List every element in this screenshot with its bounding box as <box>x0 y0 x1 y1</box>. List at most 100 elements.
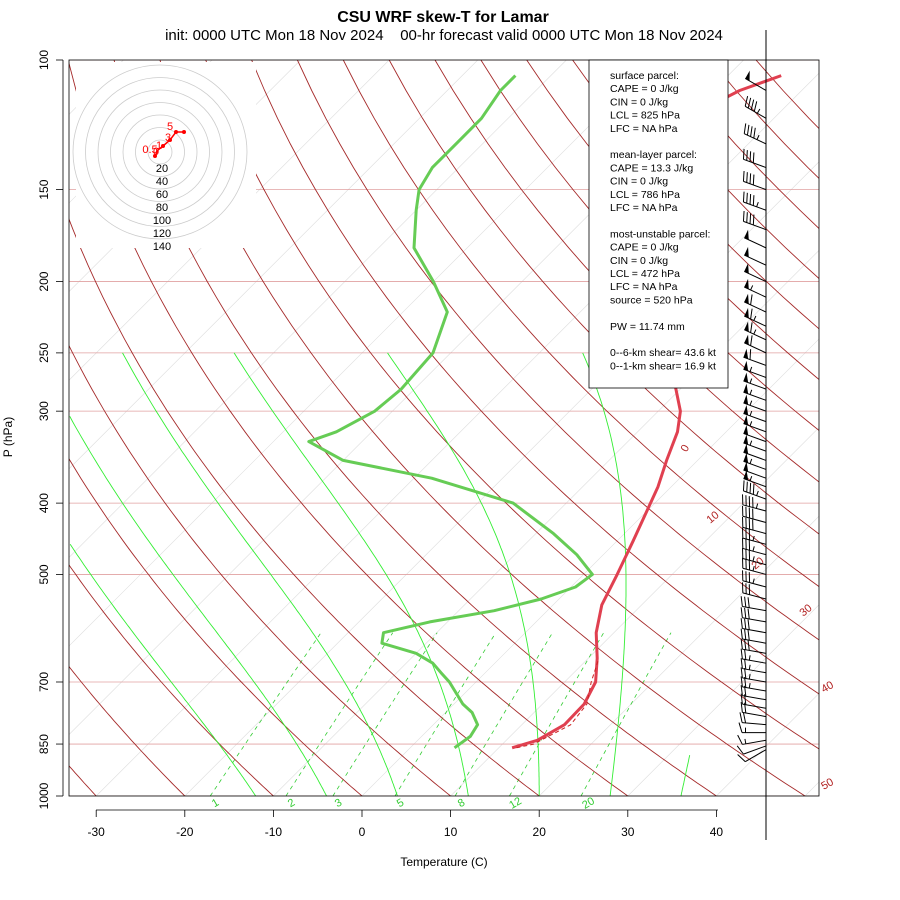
wind-barb <box>743 348 767 366</box>
mixing-ratio-label: 5 <box>395 797 406 810</box>
wind-barb <box>743 394 767 412</box>
isotherm-line <box>69 60 479 470</box>
mixing-ratio-line <box>509 632 605 797</box>
wind-barb <box>742 527 767 545</box>
wind-barb <box>744 70 767 91</box>
wind-barb <box>743 415 767 433</box>
wind-barb <box>743 461 767 479</box>
wind-barb <box>740 596 767 612</box>
hodograph-height-label: 5 <box>167 121 173 133</box>
info-box-line: LCL = 472 hPa <box>610 268 680 280</box>
wind-barb <box>743 434 767 452</box>
mixing-ratio-line <box>285 632 394 797</box>
dry-adiabat-label: 30 <box>798 602 815 619</box>
y-tick-label: 200 <box>37 271 51 291</box>
hodograph-height-label: 0 <box>153 146 159 158</box>
hodograph-ring <box>147 139 173 165</box>
info-box-line: CIN = 0 J/kg <box>610 96 668 108</box>
wind-barb <box>742 538 767 556</box>
isotherm-line <box>450 427 819 796</box>
dry-adiabat <box>480 60 819 432</box>
moist-adiabats <box>69 352 691 797</box>
dry-adiabat-label: 0 <box>679 443 692 454</box>
info-box-line: PW = 11.74 mm <box>610 321 685 333</box>
wind-barb <box>740 676 767 692</box>
x-tick-label: 0 <box>359 825 366 839</box>
info-box-line: surface parcel: <box>610 70 679 82</box>
wind-barb <box>743 424 767 443</box>
info-box-line: LCL = 786 hPa <box>610 189 680 201</box>
wind-barb <box>744 229 767 249</box>
wind-barb <box>740 667 767 683</box>
mixing-ratio-lines <box>209 632 672 797</box>
wind-barb <box>744 293 767 313</box>
dry-adiabat <box>342 60 819 588</box>
wind-barb <box>742 516 767 535</box>
hodograph-range-label: 120 <box>153 228 171 240</box>
mixing-ratio-line <box>209 632 322 797</box>
y-tick-label: 500 <box>37 564 51 584</box>
dry-adiabat <box>69 458 363 796</box>
wind-barb <box>742 148 767 169</box>
wind-barb <box>744 278 767 298</box>
wind-barb <box>736 745 767 755</box>
x-tick-label: -20 <box>176 825 194 839</box>
mixing-ratio-line <box>580 632 672 797</box>
y-tick-label: 100 <box>37 50 51 70</box>
hodograph-point <box>161 144 165 148</box>
hodograph-ring <box>85 77 235 227</box>
mixing-ratio-label: 1 <box>210 797 221 810</box>
hodograph-ring <box>72 64 248 240</box>
wind-barb <box>743 470 767 488</box>
x-tick-label: -10 <box>265 825 283 839</box>
mixing-ratio-label: 3 <box>333 797 344 810</box>
mixing-ratio-label: 2 <box>286 797 297 810</box>
wind-barb <box>743 404 767 423</box>
dewpoint-trace <box>307 74 594 750</box>
x-tick-label: 30 <box>621 825 635 839</box>
info-box-line: CAPE = 13.3 J/kg <box>610 162 693 174</box>
wind-barb <box>744 246 767 266</box>
y-tick-label: 300 <box>37 401 51 421</box>
y-tick-label: 250 <box>37 343 51 363</box>
isobar-lines <box>69 60 819 796</box>
dry-adiabat <box>69 665 186 796</box>
hodograph-point <box>153 154 157 158</box>
parcel-trace <box>516 658 600 749</box>
mixing-ratio-label: 20 <box>580 795 597 812</box>
dry-adiabats <box>69 60 819 796</box>
wind-barb <box>737 734 767 745</box>
info-box-line: LCL = 825 hPa <box>610 110 680 122</box>
wind-barb <box>740 618 767 634</box>
wind-barb <box>742 170 767 191</box>
wind-barb <box>742 494 767 512</box>
plot-frame <box>68 59 820 797</box>
isotherm-line <box>538 515 819 796</box>
mixing-ratio-line <box>394 632 497 797</box>
dry-adiabat-label: 50 <box>819 776 836 793</box>
mixing-ratio-line <box>332 632 438 797</box>
isotherm-line <box>69 60 567 558</box>
hodograph-ring <box>135 127 185 177</box>
info-box-line: most-unstable parcel: <box>610 228 710 240</box>
wind-barb <box>742 570 767 588</box>
info-box-line: source = 520 hPa <box>610 294 693 306</box>
wind-barb <box>742 191 767 211</box>
hodograph-ring <box>97 89 223 215</box>
dry-adiabat <box>251 60 819 695</box>
isotherm-line <box>273 249 819 796</box>
info-box-line: LFC = NA hPa <box>610 281 678 293</box>
hodograph-ring <box>110 102 210 202</box>
skewt-grid <box>69 60 819 796</box>
wind-barb <box>743 123 767 145</box>
mixing-ratio-label: 12 <box>507 795 524 812</box>
wind-barb <box>744 334 767 354</box>
x-axis: -30 -20 -10 0 10 20 30 40 <box>88 809 723 839</box>
dry-adiabat <box>205 60 819 750</box>
wind-barbs <box>736 70 767 763</box>
moist-adiabat <box>582 352 627 797</box>
wind-barb <box>740 628 767 644</box>
info-box-line: mean-layer parcel: <box>610 149 697 161</box>
